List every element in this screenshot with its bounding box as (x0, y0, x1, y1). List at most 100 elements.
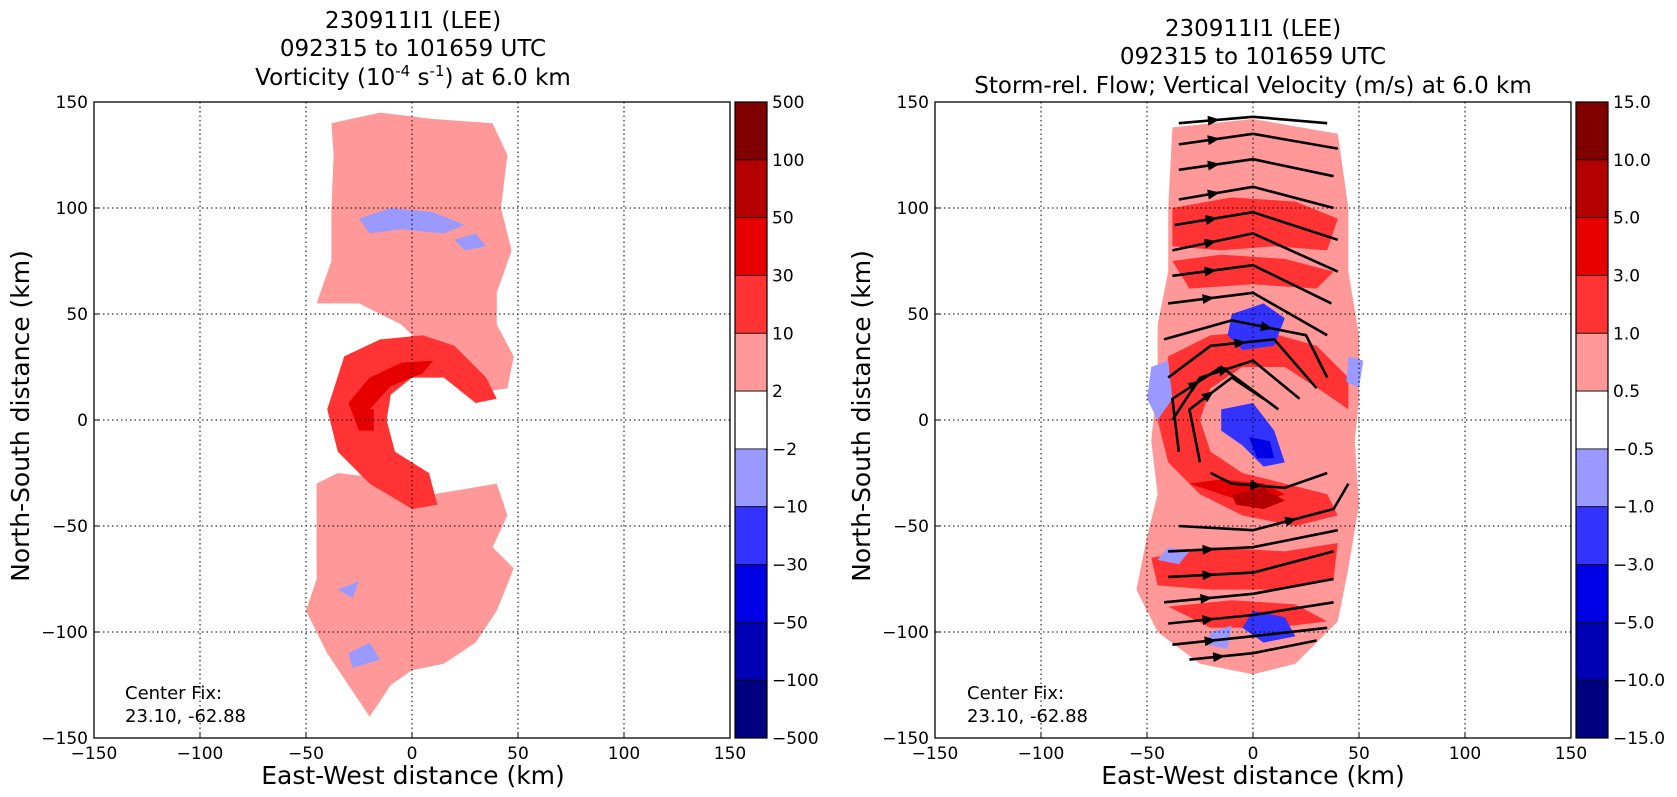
vertical-velocity-panel: 230911I1 (LEE) 092315 to 101659 UTC Stor… (847, 16, 1665, 790)
colorbar-swatch (1575, 564, 1609, 623)
field-region-4 (1151, 543, 1338, 590)
y-tick-label: 0 (918, 411, 929, 431)
field-region-0 (1136, 119, 1359, 675)
vorticity-panel: 230911I1 (LEE) 092315 to 101659 UTC Vort… (6, 8, 819, 790)
streamline-arrowhead-4 (1205, 214, 1218, 225)
colorbar-level-label: −30 (772, 556, 808, 576)
colorbar-level-label: −50 (772, 613, 808, 633)
colorbar-swatch (734, 506, 768, 565)
x-tick-label: 0 (407, 744, 418, 764)
colorbar-level-label: 5.0 (1613, 209, 1640, 229)
colorbar-swatch (734, 448, 768, 508)
panel-title-line-2: 092315 to 101659 UTC (1120, 44, 1386, 70)
y-axis-label: North-South distance (km) (847, 250, 876, 582)
field-region-0 (316, 112, 514, 395)
field-region-8 (454, 233, 487, 251)
streamline-arrowhead-16 (1202, 570, 1215, 581)
vertical-velocity-axis-ticks: −150−150 −100 −100 −50 −50 0 0 50 50 100 100 150 150 (882, 93, 1587, 764)
colorbar-level-label: −0.5 (1613, 440, 1654, 460)
vertical-velocity-plot-area (934, 101, 1572, 739)
colorbar-level-label: −5.0 (1613, 613, 1654, 633)
streamline-4 (1174, 210, 1339, 242)
colorbar-swatch (734, 217, 768, 276)
x-tick-label: −100 (1018, 744, 1065, 764)
field-region-2 (1172, 254, 1334, 289)
field-region-1 (306, 473, 514, 717)
colorbar-swatch (1575, 332, 1609, 392)
center-fix-value: 23.10, -62.88 (967, 706, 1088, 727)
colorbar-swatch (734, 101, 768, 161)
streamline-16 (1168, 550, 1334, 579)
colorbar-level-label: 3.0 (1613, 266, 1640, 286)
y-tick-label: −150 (882, 729, 929, 749)
colorbar-level-label: 500 (772, 93, 804, 113)
vertical-velocity-colorbar: 15.0 10.0 5.0 3.0 1.0 0.5 −0.5 −1.0 −3.0 −5.0 −10.… (1575, 93, 1665, 749)
vorticity-colorbar: 500 100 50 30 10 2 −2 −10 −30 −50 −100 −500 (734, 93, 819, 749)
y-tick-label: −50 (52, 517, 88, 537)
y-axis-label: North-South distance (km) (6, 250, 35, 582)
panel-title-line-2: 092315 to 101659 UTC (280, 36, 546, 62)
streamline-arrowhead-5 (1203, 238, 1217, 249)
colorbar-swatch (1575, 275, 1609, 334)
colorbar-level-label: −2 (772, 440, 797, 460)
field-region-11 (1248, 437, 1275, 459)
colorbar-swatch (734, 621, 768, 681)
field-region-8 (1227, 303, 1285, 350)
streamline-arrowhead-12 (1201, 391, 1214, 403)
colorbar-swatch (1575, 448, 1609, 508)
colorbar-swatch (1575, 390, 1609, 450)
colorbar-swatch (734, 564, 768, 623)
colorbar-level-label: −15.0 (1613, 729, 1665, 749)
y-tick-label: 50 (66, 305, 88, 325)
streamline-arrowhead-1 (1207, 135, 1220, 146)
x-tick-label: −150 (71, 744, 118, 764)
x-tick-label: 50 (1348, 744, 1370, 764)
colorbar-swatch (1575, 679, 1609, 739)
colorbar-level-label: 2 (772, 382, 783, 402)
colorbar-level-label: −3.0 (1613, 556, 1654, 576)
colorbar-level-label: 1.0 (1613, 324, 1640, 344)
x-tick-label: 150 (1555, 744, 1587, 764)
streamline-arrowhead-14 (1284, 516, 1298, 527)
colorbar-level-label: 50 (772, 209, 794, 229)
colorbar-level-label: 10 (772, 324, 794, 344)
colorbar-swatch (734, 390, 768, 450)
y-tick-label: 100 (56, 199, 88, 219)
y-tick-label: 150 (56, 93, 88, 113)
y-tick-label: 0 (77, 411, 88, 431)
streamline-arrowhead-3 (1207, 189, 1220, 200)
colorbar-swatch (734, 159, 768, 219)
streamline-arrowhead-19 (1204, 636, 1217, 647)
colorbar-swatch (1575, 621, 1609, 681)
y-tick-label: −50 (893, 517, 929, 537)
colorbar-level-label: −1.0 (1613, 498, 1654, 518)
y-tick-label: −150 (41, 729, 88, 749)
streamline-arrowhead-9 (1233, 338, 1247, 349)
field-region-1 (1172, 197, 1338, 251)
colorbar-swatch (1575, 101, 1609, 161)
field-region-12 (1147, 360, 1173, 420)
x-tick-label: 50 (507, 744, 529, 764)
field-region-4 (359, 409, 374, 431)
colorbar-swatch (734, 332, 768, 392)
field-region-15 (1206, 625, 1232, 649)
streamline-15 (1168, 528, 1339, 553)
x-tick-label: 100 (1449, 744, 1481, 764)
colorbar-level-label: −100 (772, 671, 819, 691)
colorbar-level-label: 10.0 (1613, 151, 1651, 171)
panel-title-line-1: 230911I1 (LEE) (325, 8, 501, 34)
streamline-arrowhead-11 (1187, 380, 1201, 392)
vorticity-plot-area (93, 101, 731, 739)
colorbar-swatch (1575, 159, 1609, 219)
colorbar-level-label: −500 (772, 729, 819, 749)
streamline-arrowhead-18 (1202, 615, 1215, 626)
colorbar-swatch (1575, 217, 1609, 276)
field-region-3 (1157, 331, 1349, 526)
colorbar-frame (734, 101, 768, 739)
center-fix-value: 23.10, -62.88 (125, 706, 246, 727)
y-tick-label: −100 (41, 623, 88, 643)
colorbar-swatch (1575, 506, 1609, 565)
streamline-arrowhead-2 (1207, 160, 1220, 171)
x-tick-label: 100 (608, 744, 640, 764)
